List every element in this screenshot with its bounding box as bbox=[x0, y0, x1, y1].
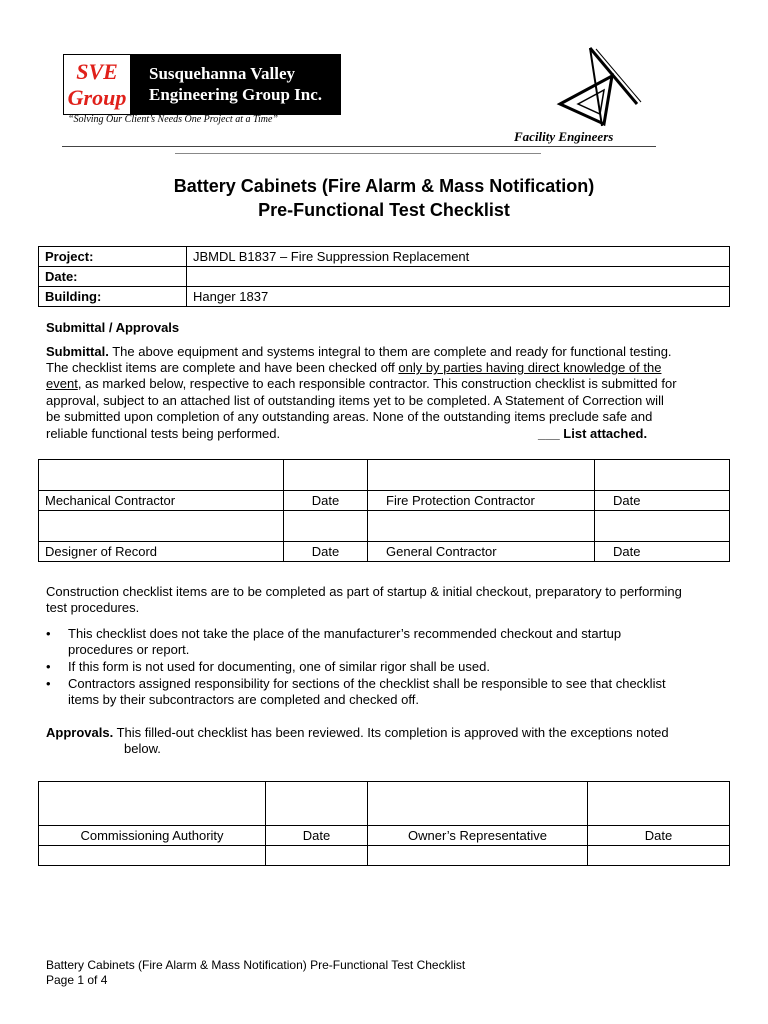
logo-abbr: SVE bbox=[76, 59, 118, 84]
list-attached: ___ List attached. bbox=[538, 426, 648, 441]
bullet-icon: • bbox=[46, 676, 51, 691]
company-logo: SVE Group Susquehanna Valley Engineering G… bbox=[63, 54, 341, 115]
signature-field[interactable] bbox=[38, 459, 284, 491]
divider bbox=[62, 146, 656, 147]
list-item: This checklist does not take the place o… bbox=[68, 626, 622, 641]
bullet-icon: • bbox=[46, 659, 51, 674]
tagline: “Solving Our Client’s Needs One Project … bbox=[68, 114, 278, 125]
table-row: Project: JBMDL B1837 – Fire Suppression R… bbox=[38, 246, 730, 267]
table-row: Date: bbox=[38, 266, 730, 287]
document-title: Battery Cabinets (Fire Alarm & Mass Noti… bbox=[173, 176, 595, 196]
division-label: Facility Engineers bbox=[514, 129, 614, 144]
company-name: Susquehanna Valley bbox=[149, 64, 295, 83]
divider bbox=[175, 153, 541, 154]
page-number: Page 1 of 4 bbox=[46, 973, 108, 987]
drafting-tools-icon bbox=[556, 47, 642, 127]
list-item: Contractors assigned responsibility for … bbox=[68, 676, 666, 691]
footer-title: Battery Cabinets (Fire Alarm & Mass Noti… bbox=[46, 958, 466, 972]
company-name: Engineering Group Inc. bbox=[149, 85, 323, 104]
bullet-icon: • bbox=[46, 626, 51, 641]
signature-field[interactable] bbox=[38, 781, 266, 826]
logo-abbr: Group bbox=[67, 85, 127, 110]
contractor-signature-table: Mechanical Contractor Date Fire Protection… bbox=[38, 459, 730, 562]
approval-signature-table: Commissioning Authority Date Owner’s Repre… bbox=[38, 781, 730, 866]
list-item: If this form is not used for documenting… bbox=[68, 659, 490, 674]
document-subtitle: Pre-Functional Test Checklist bbox=[258, 200, 510, 220]
table-row: Building: Hanger 1837 bbox=[38, 286, 730, 307]
section-heading: Submittal / Approvals bbox=[46, 320, 180, 335]
signature-field[interactable] bbox=[38, 510, 284, 542]
project-info-table: Project: JBMDL B1837 – Fire Suppression R… bbox=[38, 246, 730, 307]
